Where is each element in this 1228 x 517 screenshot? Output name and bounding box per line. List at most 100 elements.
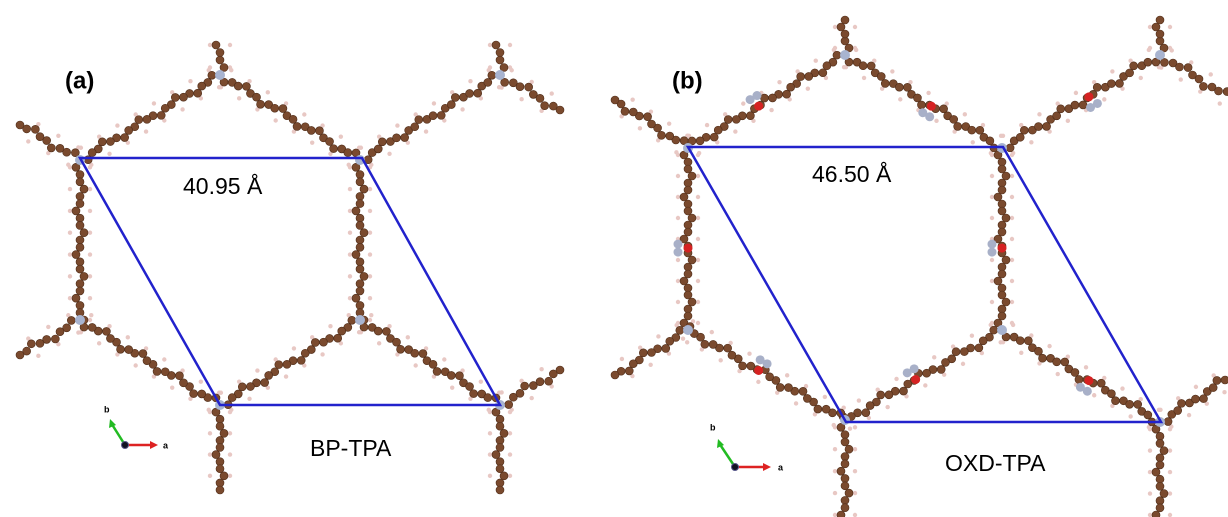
carbon [1156,30,1164,38]
hydrogen [674,150,678,154]
oxygen [754,366,763,375]
hydrogen [88,252,92,256]
carbon [1221,376,1228,384]
carbon [1126,69,1134,77]
hydrogen [208,410,212,414]
axis-label: a [778,462,784,472]
carbon [688,256,696,264]
hydrogen [273,118,277,122]
hydrogen [857,398,861,402]
carbon [198,82,206,90]
carbon [216,422,224,430]
carbon [648,349,656,357]
carbon [283,360,291,368]
carbon [1107,390,1115,398]
carbon [877,391,885,399]
carbon [360,185,368,193]
carbon [709,340,717,348]
carbon [611,371,619,379]
carbon [437,111,445,119]
carbon [1075,375,1083,383]
carbon [990,326,998,334]
carbon [1156,16,1164,24]
hydrogen [499,390,503,394]
hydrogen [853,425,857,429]
hydrogen [777,80,781,84]
carbon [684,291,692,299]
carbon [56,328,64,336]
oxygen [684,244,693,253]
carbon [841,504,849,512]
carbon [803,394,811,402]
carbon [143,357,151,365]
oxygen [1084,376,1093,385]
hydrogen [833,469,837,473]
carbon [382,327,390,335]
carbon [179,379,187,387]
carbon [360,272,368,280]
hydrogen [36,354,40,358]
carbon [1126,400,1134,408]
hydrogen [1179,77,1183,81]
hydrogen [719,358,723,362]
carbon [516,83,524,91]
nitrogen-node [683,325,693,335]
carbon [1199,82,1207,90]
carbon [516,389,524,397]
carbon [684,270,692,278]
nitrogen [1076,383,1085,392]
carbon [1156,497,1164,505]
carbon [648,120,656,128]
hydrogen [488,43,492,47]
axis-label: b [104,404,110,414]
hydrogen [68,296,72,300]
carbon [841,453,849,461]
hydrogen [833,447,837,451]
nitrogen-node [215,70,225,80]
nitrogen-node [1155,50,1165,60]
structure-name: BP-TPA [310,435,392,461]
carbon [125,126,133,134]
hydrogen [747,352,751,356]
carbon [338,327,346,335]
carbon [125,346,133,354]
hydrogen [228,43,232,47]
carbon [536,378,544,386]
carbon [710,133,718,141]
hydrogen [1019,351,1023,355]
carbon [1184,64,1192,72]
carbon [841,496,849,504]
carbon [1043,122,1051,130]
hydrogen [696,195,700,199]
carbon [279,105,287,113]
carbon [1071,368,1079,376]
hydrogen [1066,119,1070,123]
hydrogen [68,209,72,213]
carbon [356,200,364,208]
carbon [714,126,722,134]
nitrogen-node [355,315,365,325]
hydrogen [1222,390,1226,394]
figure: a b a b (a) 40.95 Å BP-TPA (b) 46.50 Å O… [0,0,1228,517]
hydrogen [1001,134,1005,138]
hydrogen [1010,174,1014,178]
hydrogen [710,330,714,334]
hydrogen [460,107,464,111]
carbon [415,116,423,124]
carbon [952,348,960,356]
hydrogen [833,425,837,429]
carbon [696,137,704,145]
carbon [994,277,1002,285]
axis-label: a [163,440,169,450]
carbon [397,345,405,353]
carbon [1034,123,1042,131]
carbon [629,360,637,368]
hydrogen [785,373,789,377]
carbon [356,265,364,273]
hydrogen [853,25,857,29]
carbon [1034,347,1042,355]
hydrogen [853,469,857,473]
hydrogen [923,383,927,387]
carbon [841,16,849,24]
carbon [356,214,364,222]
